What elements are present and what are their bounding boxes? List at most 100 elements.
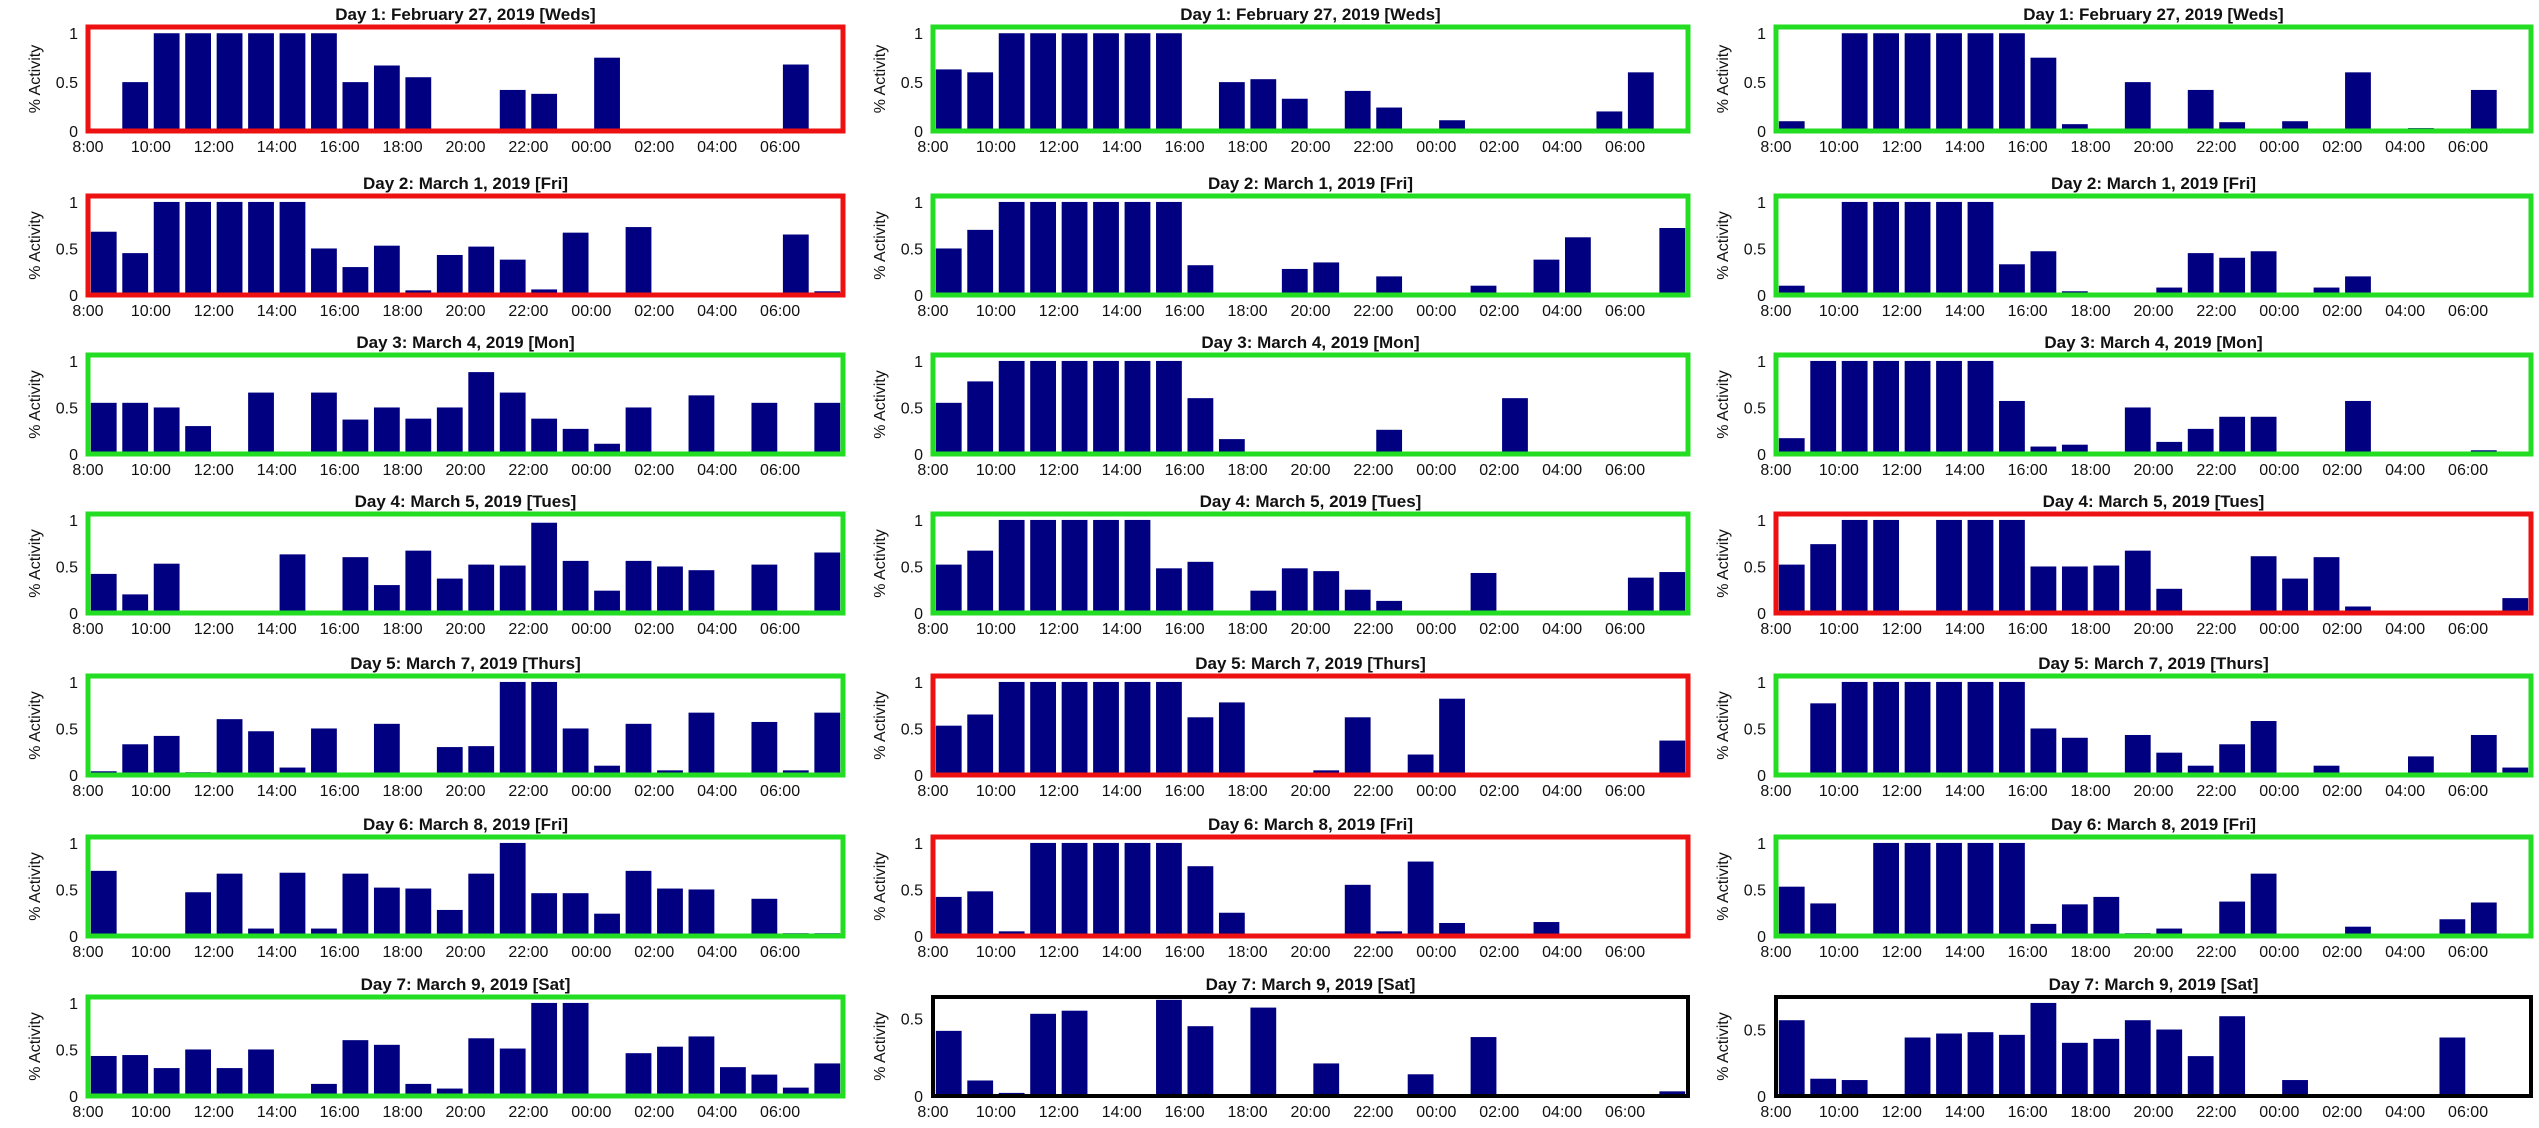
chart-3-3-xtick-label: 8:00 (1760, 462, 1791, 479)
chart-1-1-xtick-label: 8:00 (72, 139, 103, 156)
chart-3-4-ylabel: % Activity (1715, 529, 1732, 597)
chart-2-1-xtick-label: 8:00 (917, 139, 948, 156)
chart-3-1-xtick-label: 18:00 (2071, 139, 2111, 156)
chart-1-5-bar (311, 728, 337, 775)
chart-2-2-ytick-label: 0.5 (901, 241, 923, 258)
chart-3-3-xtick-label: 18:00 (2071, 462, 2111, 479)
chart-1-6-bar (373, 887, 400, 936)
chart-3-6-xtick-label: 06:00 (2448, 944, 2488, 961)
chart-3-1-bar (1904, 33, 1931, 131)
chart-3-7-xtick-label: 04:00 (2385, 1104, 2425, 1121)
chart-3-2-xtick-label: 04:00 (2385, 303, 2425, 320)
chart-2-1-ytick-label: 0.5 (901, 75, 923, 92)
chart-2-7-bar (1659, 1091, 1686, 1096)
chart-1-6-xtick-label: 04:00 (697, 944, 737, 961)
chart-2-5-ytick-label: 1 (914, 675, 923, 692)
chart-1-7-ytick-label: 1 (69, 996, 78, 1013)
chart-2-2-bar (967, 229, 994, 295)
chart-2-4-bar (1093, 519, 1119, 613)
chart-3-6-bar (2156, 928, 2183, 936)
chart-1-6-xtick-label: 12:00 (194, 944, 234, 961)
chart-1-4-xtick-label: 16:00 (320, 621, 360, 638)
chart-1-4-bar (531, 522, 558, 613)
chart-1-1-bar (499, 89, 526, 131)
chart-1-5-bar (814, 712, 841, 775)
chart-2-1-bar (967, 72, 994, 131)
chart-2-2-xtick-label: 10:00 (976, 303, 1016, 320)
chart-3-5-xtick-label: 16:00 (2008, 783, 2048, 800)
chart-2-6-frame (930, 834, 1691, 939)
chart-2-3-title: Day 3: March 4, 2019 [Mon] (1201, 333, 1419, 352)
chart-3-5-frame (1773, 673, 2534, 778)
chart-3-5-bar (1873, 681, 1900, 775)
chart-3-3-ytick-label: 0.5 (1744, 400, 1766, 417)
chart-2-3-bar (1124, 360, 1151, 454)
chart-1-4-bar (625, 560, 652, 613)
chart-3-1-bar (1841, 33, 1868, 131)
chart-1-2-bar (562, 232, 589, 295)
chart-1-4-xtick-label: 06:00 (760, 621, 800, 638)
chart-1-4-bar (122, 594, 149, 613)
chart-3-3-bar (2156, 441, 2183, 454)
chart-1-5-bar (279, 767, 306, 775)
chart-1-6-bar (625, 870, 652, 936)
chart-2-7-bar (1250, 1007, 1277, 1096)
chart-2-2-bar (1281, 268, 1308, 295)
chart-1-7-bar (625, 1053, 652, 1096)
chart-2-4-xtick-label: 04:00 (1542, 621, 1582, 638)
chart-2-5-bar (935, 725, 962, 775)
chart-3-3-bar (1873, 360, 1900, 454)
chart-3-5-bar (1936, 681, 1962, 775)
chart-3-1-ytick-label: 0.5 (1744, 75, 1766, 92)
chart-2-2-title: Day 2: March 1, 2019 [Fri] (1208, 174, 1413, 193)
chart-3-4-bar (1999, 519, 2025, 613)
chart-2-3-xtick-label: 02:00 (1479, 462, 1519, 479)
chart-1-3-bar (594, 443, 620, 454)
chart-3-4-xtick-label: 14:00 (1945, 621, 1985, 638)
chart-3-7-bar (1999, 1034, 2025, 1096)
chart-2-1-xtick-label: 14:00 (1102, 139, 1142, 156)
chart-2-3-bar (1093, 360, 1119, 454)
chart-1-5-bar (153, 735, 180, 775)
chart-3-5-ytick-label: 1 (1757, 675, 1766, 692)
chart-2-3-ytick-label: 0 (914, 447, 923, 464)
chart-3-2-bar (2250, 251, 2277, 295)
chart-1-5-xtick-label: 14:00 (257, 783, 297, 800)
chart-1-2-xtick-label: 18:00 (383, 303, 423, 320)
chart-1-3-bar (90, 402, 117, 454)
chart-1-3-bar (751, 402, 778, 454)
chart-2-7-bar (1470, 1037, 1497, 1096)
chart-3-4-xtick-label: 16:00 (2008, 621, 2048, 638)
chart-1-7-bar (468, 1038, 495, 1096)
chart-1-5-bar (248, 731, 274, 775)
chart-2-4-bar (1313, 571, 1340, 613)
chart-2-1-title: Day 1: February 27, 2019 [Weds] (1180, 5, 1440, 24)
chart-3-1-bar (1873, 33, 1900, 131)
chart-1-2-bar (185, 201, 212, 295)
chart-3-6-bar (1999, 842, 2025, 936)
chart-1-5-xtick-label: 06:00 (760, 783, 800, 800)
chart-3-7-bar (2187, 1056, 2214, 1096)
chart-3-4-bar (2502, 598, 2529, 613)
chart-2-5-bar (998, 681, 1025, 775)
chart-1-2-bar (625, 227, 652, 295)
chart-2-6-bar (967, 891, 994, 936)
chart-1-7-xtick-label: 02:00 (634, 1104, 674, 1121)
chart-1-7-bar (153, 1068, 180, 1096)
chart-1-7-xtick-label: 22:00 (508, 1104, 548, 1121)
chart-2-6-bar (935, 896, 962, 936)
chart-2-2-bar (1533, 259, 1560, 295)
chart-2-7-bar (935, 1030, 962, 1096)
chart-3-5-bar (2502, 767, 2529, 775)
chart-1-5-xtick-label: 18:00 (383, 783, 423, 800)
chart-3-6-bar (1936, 842, 1962, 936)
chart-1-3-xtick-label: 10:00 (131, 462, 171, 479)
chart-1-2-bar (499, 259, 526, 295)
chart-1-6-ytick-label: 1 (69, 836, 78, 853)
chart-3-6-title: Day 6: March 8, 2019 [Fri] (2051, 815, 2256, 834)
chart-2-6-bar (1093, 842, 1119, 936)
chart-3-4-xtick-label: 02:00 (2322, 621, 2362, 638)
chart-3-3-ytick-label: 1 (1757, 354, 1766, 371)
chart-3-1-xtick-label: 04:00 (2385, 139, 2425, 156)
